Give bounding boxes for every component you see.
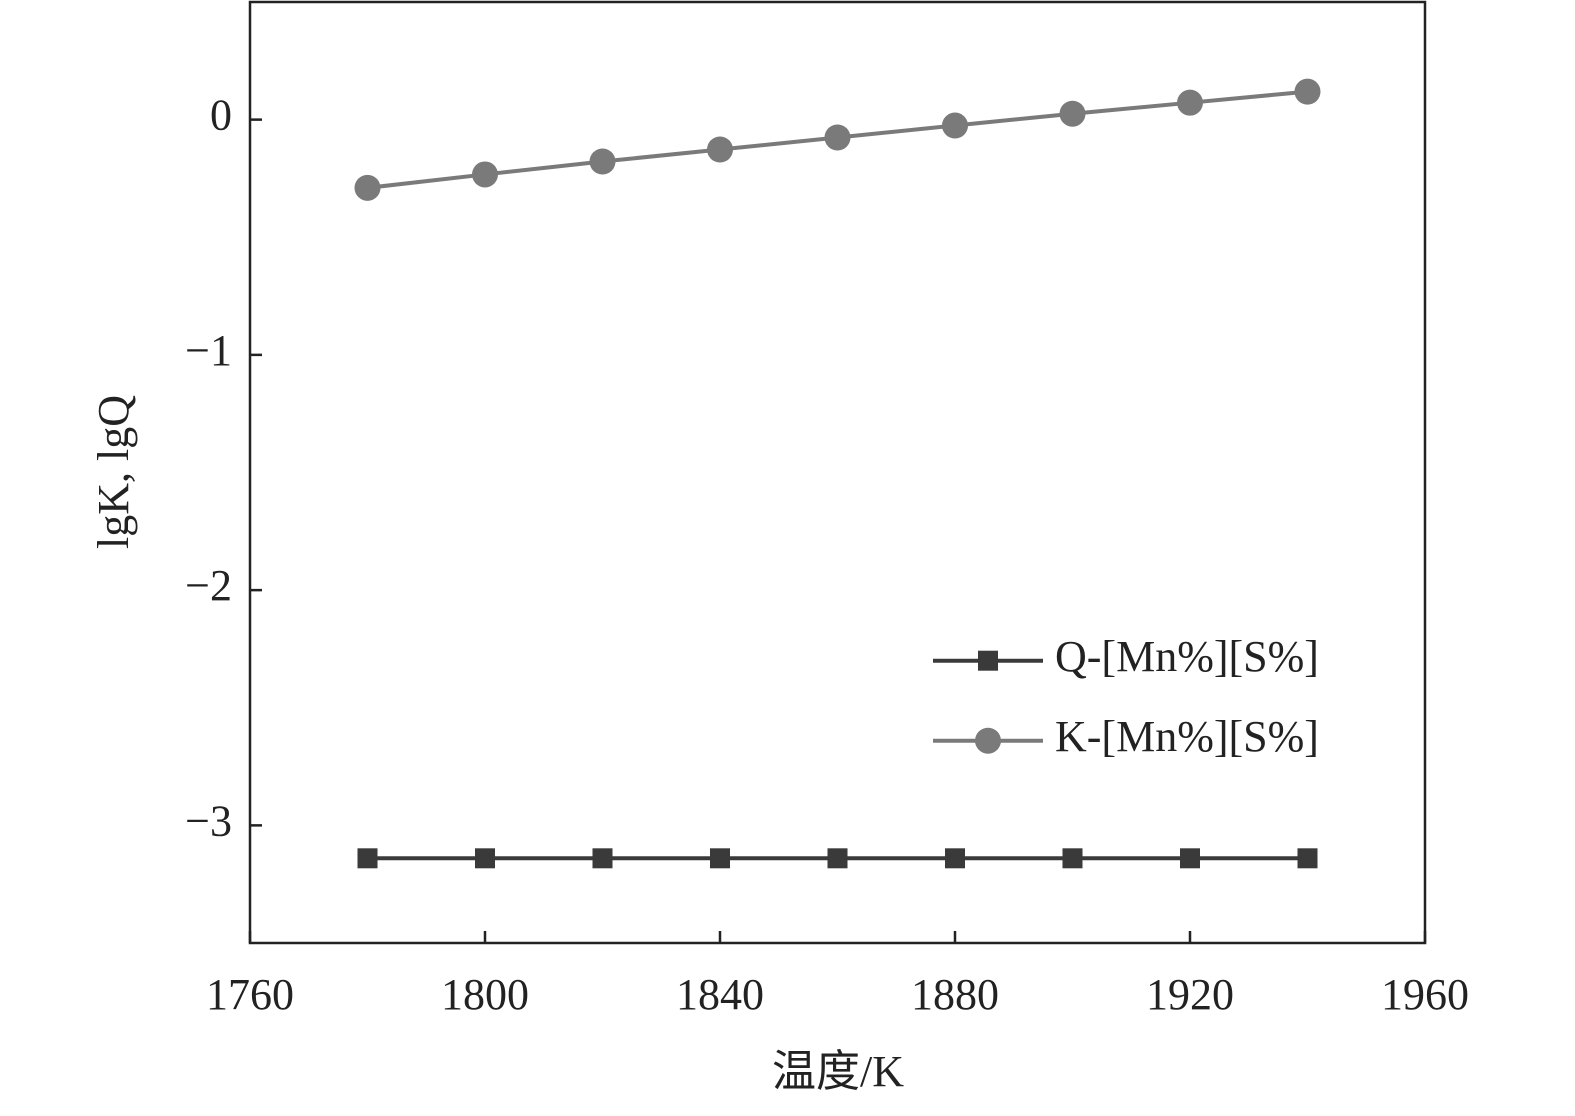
y-tick-label: −3 <box>185 796 232 845</box>
data-point <box>710 848 730 869</box>
data-point <box>1062 848 1083 869</box>
y-tick-label: −2 <box>185 561 232 610</box>
x-tick-label: 1760 <box>206 970 294 1019</box>
data-point <box>357 848 378 869</box>
data-point <box>827 848 848 869</box>
legend-label: K-[Mn%][S%] <box>1055 712 1319 761</box>
legend-label: Q-[Mn%][S%] <box>1055 632 1319 681</box>
data-point <box>707 136 733 163</box>
x-tick-label: 1840 <box>676 970 764 1019</box>
data-point <box>945 848 965 869</box>
data-point <box>592 848 613 869</box>
data-point <box>1297 848 1318 869</box>
data-point <box>1180 848 1200 869</box>
x-axis-label: 温度/K <box>772 1047 904 1096</box>
data-point <box>472 161 498 188</box>
y-tick-label: −1 <box>185 326 232 375</box>
data-point <box>589 148 616 175</box>
x-tick-label: 1800 <box>441 970 529 1019</box>
y-tick-label: 0 <box>210 91 232 140</box>
data-point <box>1059 100 1086 127</box>
data-point <box>354 174 381 201</box>
x-tick-label: 1920 <box>1146 970 1234 1019</box>
plot-frame <box>248 0 1427 945</box>
y-axis-label: lgK, lgQ <box>89 395 138 549</box>
x-tick-label: 1880 <box>911 970 999 1019</box>
data-point <box>1294 78 1321 105</box>
x-tick-label: 1960 <box>1381 970 1469 1019</box>
legend-marker <box>975 727 1001 754</box>
legend-marker <box>978 650 998 671</box>
data-point <box>1177 89 1203 116</box>
data-point <box>824 124 851 151</box>
data-point <box>942 112 968 139</box>
data-point <box>475 848 495 869</box>
